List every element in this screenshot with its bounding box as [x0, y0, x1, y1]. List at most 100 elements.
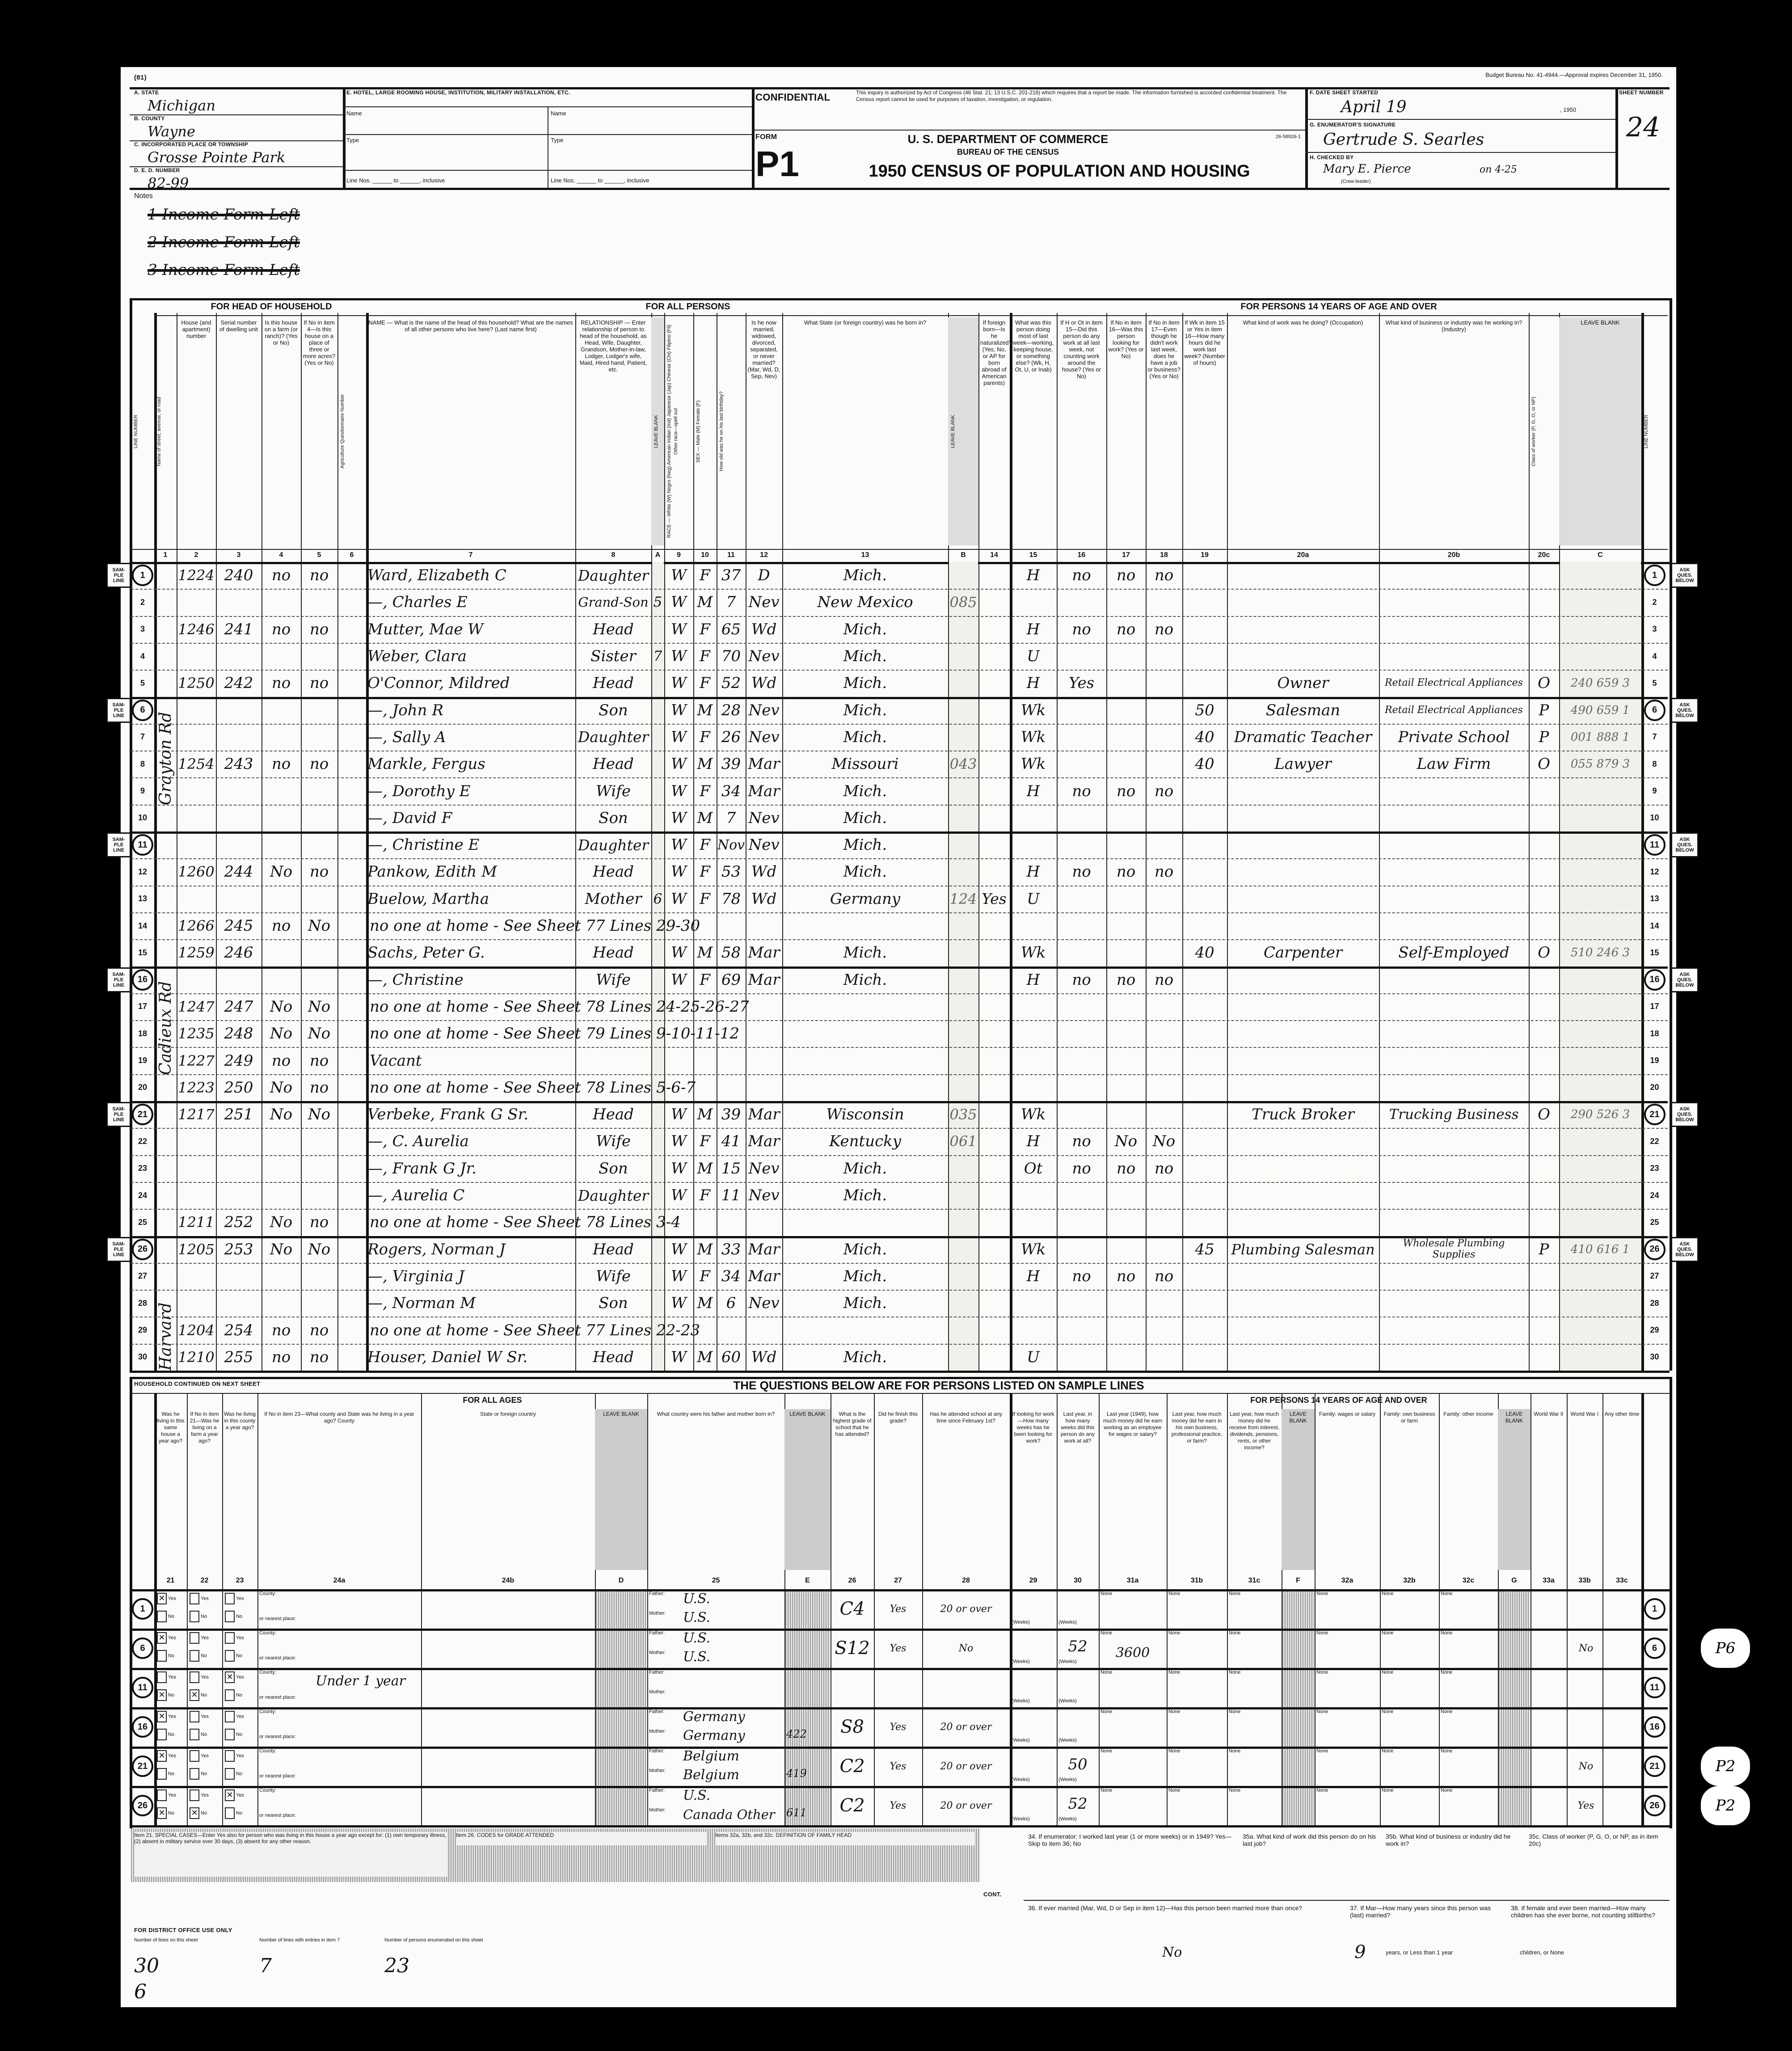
checkbox-q23-yes[interactable]: Yes	[225, 1750, 244, 1762]
checkbox-q22-yes[interactable]: Yes	[190, 1789, 209, 1801]
checkbox[interactable]: ✕	[157, 1632, 167, 1644]
checkbox-q22-yes[interactable]: Yes	[190, 1711, 209, 1722]
checkbox[interactable]	[190, 1711, 199, 1722]
checkbox[interactable]: ✕	[190, 1807, 199, 1819]
checkbox[interactable]	[225, 1593, 235, 1604]
checkbox-q22-no[interactable]: No	[190, 1768, 207, 1780]
checkbox[interactable]	[190, 1650, 199, 1662]
checkbox-q23-no[interactable]: No	[225, 1689, 242, 1701]
checkbox[interactable]	[190, 1671, 199, 1683]
rule-line	[1305, 89, 1308, 188]
checkbox-q23-no[interactable]: No	[225, 1807, 242, 1819]
rule-line	[131, 1668, 1668, 1670]
checkbox[interactable]	[157, 1789, 167, 1801]
cell-race: W	[671, 566, 687, 585]
sample-column-number-23: 23	[236, 1577, 244, 1584]
checkbox[interactable]	[190, 1611, 199, 1622]
checkbox-q23-yes[interactable]: Yes	[225, 1593, 244, 1604]
checkbox-q23-no[interactable]: No	[225, 1650, 242, 1662]
checkbox[interactable]	[190, 1750, 199, 1762]
checkbox[interactable]: ✕	[157, 1807, 167, 1819]
checkbox-q21-yes[interactable]: Yes	[157, 1671, 176, 1683]
sample-line-circle: 26	[132, 1795, 153, 1816]
cell-house: 1250	[178, 675, 215, 692]
father-birthplace: Belgium	[683, 1748, 739, 1764]
checkbox[interactable]	[225, 1768, 235, 1780]
checkbox[interactable]	[157, 1768, 167, 1780]
checkbox[interactable]	[157, 1729, 167, 1740]
checkbox[interactable]: ✕	[190, 1689, 199, 1701]
checkbox-q21-yes[interactable]: ✕ Yes	[157, 1711, 176, 1722]
checkbox-q21-no[interactable]: No	[157, 1611, 174, 1622]
county-label: County:	[259, 1670, 276, 1675]
checkbox-q23-yes[interactable]: Yes	[225, 1632, 244, 1644]
checkbox[interactable]: ✕	[157, 1593, 167, 1604]
notes-label: Notes	[134, 192, 153, 200]
checkbox-q21-yes[interactable]: ✕ Yes	[157, 1750, 176, 1762]
checkbox-q21-no[interactable]: No	[157, 1729, 174, 1740]
cell-hrs: 40	[1195, 944, 1214, 962]
cell-house: 1260	[178, 863, 215, 881]
checkbox-q21-no[interactable]: ✕ No	[157, 1807, 174, 1819]
checkbox[interactable]	[225, 1650, 235, 1662]
cell-rel: Son	[599, 809, 628, 827]
checkbox[interactable]: ✕	[225, 1671, 235, 1683]
checkbox[interactable]	[190, 1789, 199, 1801]
checkbox-q21-no[interactable]: No	[157, 1650, 174, 1662]
checkbox-q22-no[interactable]: ✕ No	[190, 1807, 207, 1819]
checkbox-q23-no[interactable]: No	[225, 1729, 242, 1740]
birthplace-code: 419	[786, 1767, 807, 1780]
question-38-suffix: children, or None	[1520, 1949, 1564, 1956]
checkbox[interactable]	[225, 1611, 235, 1622]
checkbox-q22-no[interactable]: ✕ No	[190, 1689, 207, 1701]
checkbox[interactable]	[225, 1689, 235, 1701]
checkbox[interactable]: ✕	[225, 1789, 235, 1801]
checkbox[interactable]	[190, 1768, 199, 1780]
rule-line	[257, 1393, 258, 1825]
checkbox-q23-no[interactable]: No	[225, 1611, 242, 1622]
cell-age: 34	[721, 782, 741, 800]
checkbox[interactable]	[225, 1807, 235, 1819]
cell-sex: F	[700, 836, 710, 854]
checkbox-q23-yes[interactable]: ✕ Yes	[225, 1789, 244, 1801]
checkbox-q22-no[interactable]: No	[190, 1650, 207, 1662]
checkbox-q22-no[interactable]: No	[190, 1611, 207, 1622]
checkbox[interactable]: ✕	[157, 1689, 167, 1701]
checkbox[interactable]	[225, 1711, 235, 1722]
checkbox-q21-yes[interactable]: ✕ Yes	[157, 1593, 176, 1604]
checkbox-q21-yes[interactable]: ✕ Yes	[157, 1632, 176, 1644]
checkbox[interactable]	[157, 1671, 167, 1683]
checkbox[interactable]	[225, 1632, 235, 1644]
checkbox[interactable]: ✕	[157, 1750, 167, 1762]
rule-line	[131, 777, 1668, 779]
column-header-10: SEX — Male (M) Female (F)	[696, 400, 701, 463]
checkbox[interactable]	[190, 1729, 199, 1740]
checkbox-q21-yes[interactable]: Yes	[157, 1789, 176, 1801]
checkbox[interactable]	[157, 1611, 167, 1622]
cell-act: Wk	[1020, 701, 1046, 719]
household-continued-label[interactable]: HOUSEHOLD CONTINUED ON NEXT SHEET	[134, 1380, 261, 1387]
cell-farm: No	[270, 997, 293, 1016]
checkbox-q21-no[interactable]: No	[157, 1768, 174, 1780]
rule-line	[1315, 1393, 1316, 1825]
checkbox-label: No	[201, 1731, 207, 1737]
cell-race: W	[671, 593, 687, 612]
checkbox-q22-yes[interactable]: Yes	[190, 1632, 209, 1644]
checkbox[interactable]	[190, 1593, 199, 1604]
checkbox[interactable]: ✕	[157, 1711, 167, 1722]
checkbox-q23-yes[interactable]: ✕ Yes	[225, 1671, 244, 1683]
checkbox-q23-yes[interactable]: Yes	[225, 1711, 244, 1722]
cell-serial: 253	[224, 1240, 253, 1258]
checkbox[interactable]	[225, 1750, 235, 1762]
checkbox-q23-no[interactable]: No	[225, 1768, 242, 1780]
sample-line-number: 11	[131, 1668, 154, 1707]
checkbox-q22-yes[interactable]: Yes	[190, 1593, 209, 1604]
checkbox-q22-yes[interactable]: Yes	[190, 1750, 209, 1762]
checkbox-q22-yes[interactable]: Yes	[190, 1671, 209, 1683]
checkbox[interactable]	[190, 1632, 199, 1644]
checkbox[interactable]	[225, 1729, 235, 1740]
checkbox[interactable]	[157, 1650, 167, 1662]
checkbox-q22-no[interactable]: No	[190, 1729, 207, 1740]
checkbox-q21-no[interactable]: ✕ No	[157, 1689, 174, 1701]
street-name: Grayton Rd	[156, 712, 175, 806]
